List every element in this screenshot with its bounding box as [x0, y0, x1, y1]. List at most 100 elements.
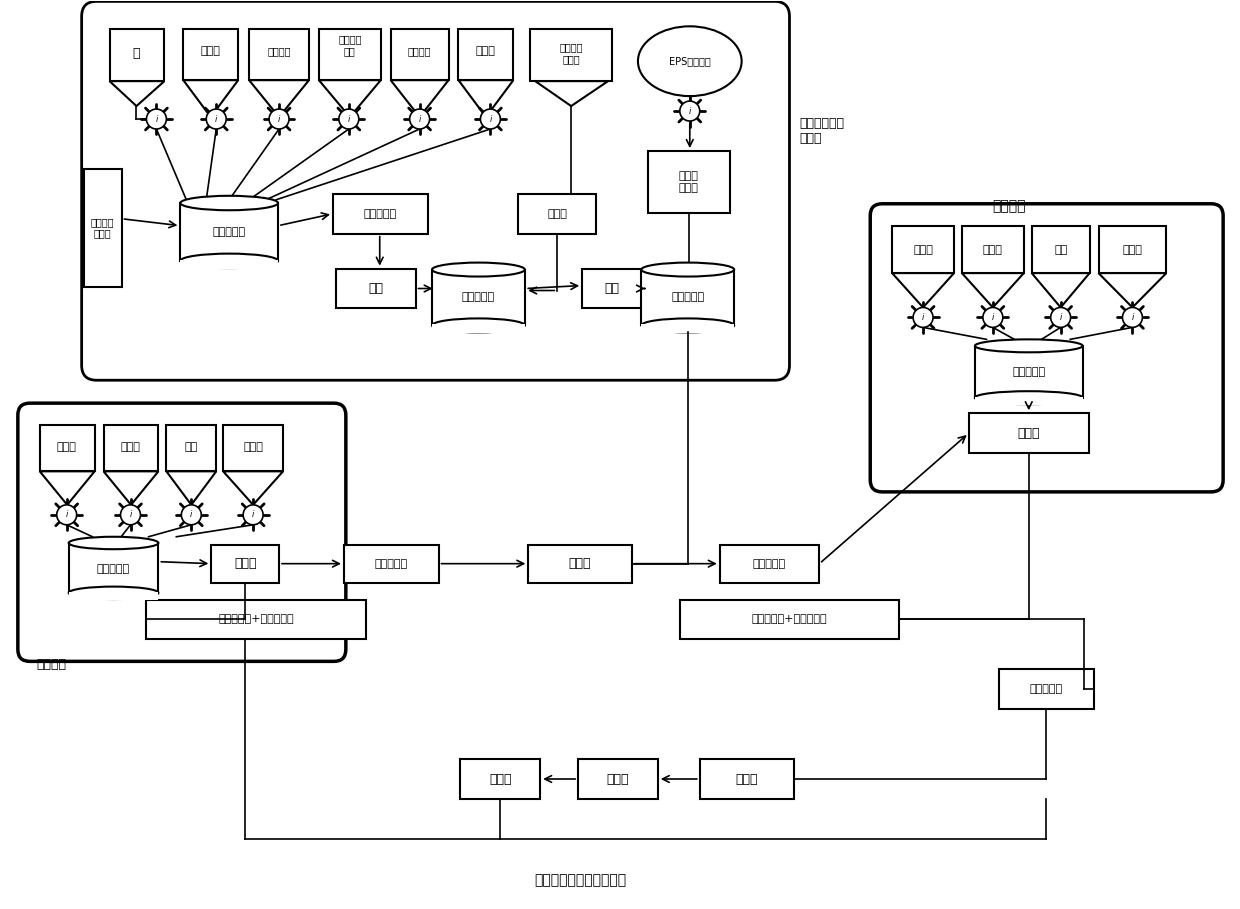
- Bar: [109, 29, 165, 81]
- Bar: [166, 425, 216, 472]
- Polygon shape: [223, 472, 283, 504]
- Text: i: i: [129, 510, 131, 519]
- Ellipse shape: [641, 263, 734, 276]
- Bar: [582, 268, 642, 308]
- Text: 颗粒风
送系统: 颗粒风 送系统: [678, 171, 698, 193]
- Text: 网格布料机+网格布支架: 网格布料机+网格布支架: [218, 614, 294, 624]
- Bar: [343, 544, 439, 583]
- Text: 自动刮平机: 自动刮平机: [1029, 684, 1063, 694]
- Bar: [578, 759, 658, 799]
- Polygon shape: [184, 80, 238, 117]
- Text: 接板机: 接板机: [735, 773, 758, 785]
- Text: 面板系统: 面板系统: [992, 199, 1025, 213]
- Bar: [319, 29, 381, 80]
- Circle shape: [206, 109, 226, 129]
- Text: 料斗提升器: 料斗提升器: [363, 209, 397, 219]
- Bar: [68, 592, 159, 600]
- Bar: [968, 413, 1089, 453]
- Text: 钢渣掺仓: 钢渣掺仓: [268, 46, 291, 56]
- Text: 布料斗: 布料斗: [234, 557, 257, 570]
- Text: 水仓: 水仓: [1054, 245, 1068, 255]
- Bar: [104, 425, 159, 472]
- Text: i: i: [215, 115, 217, 124]
- Text: i: i: [688, 106, 691, 115]
- FancyBboxPatch shape: [17, 404, 346, 662]
- Bar: [962, 225, 1024, 273]
- Bar: [432, 325, 525, 334]
- Text: 料斗: 料斗: [368, 282, 383, 295]
- Bar: [40, 425, 94, 472]
- Bar: [680, 600, 899, 639]
- Polygon shape: [319, 80, 381, 117]
- Text: 矿粉仓: 矿粉仓: [57, 442, 77, 452]
- Ellipse shape: [641, 318, 734, 333]
- Bar: [332, 194, 428, 234]
- Circle shape: [913, 307, 932, 327]
- Bar: [1032, 225, 1090, 273]
- Text: 水泥仓: 水泥仓: [983, 245, 1003, 255]
- Bar: [975, 396, 1083, 405]
- Text: 硅粉仓: 硅粉仓: [475, 46, 495, 56]
- Ellipse shape: [432, 263, 525, 276]
- Polygon shape: [249, 80, 309, 117]
- Bar: [146, 600, 366, 639]
- Bar: [184, 29, 238, 80]
- Text: 砂子仓: 砂子仓: [243, 442, 263, 452]
- Bar: [432, 270, 525, 325]
- Text: 脱硫石膏
料仓: 脱硫石膏 料仓: [339, 35, 362, 56]
- Polygon shape: [459, 80, 513, 117]
- Text: 砂子仓: 砂子仓: [1122, 245, 1142, 255]
- Text: i: i: [992, 313, 994, 322]
- Bar: [892, 225, 954, 273]
- Text: 自动搅拌机: 自动搅拌机: [212, 226, 246, 236]
- Polygon shape: [962, 273, 1024, 307]
- Text: 面板系统: 面板系统: [37, 658, 67, 671]
- Bar: [518, 194, 596, 234]
- Polygon shape: [40, 472, 94, 504]
- Circle shape: [120, 504, 140, 524]
- Polygon shape: [1099, 273, 1167, 307]
- Text: i: i: [347, 115, 350, 124]
- Text: i: i: [1059, 313, 1061, 322]
- Circle shape: [181, 504, 201, 524]
- Text: 发泡机: 发泡机: [547, 209, 567, 219]
- Ellipse shape: [68, 586, 159, 599]
- Text: i: i: [418, 115, 420, 124]
- Polygon shape: [391, 80, 449, 117]
- Polygon shape: [109, 81, 165, 106]
- FancyBboxPatch shape: [82, 2, 790, 380]
- Ellipse shape: [180, 195, 278, 210]
- Bar: [649, 151, 729, 213]
- Text: 自动搅拌机: 自动搅拌机: [97, 564, 130, 574]
- Text: 自动搅拌机: 自动搅拌机: [671, 293, 704, 303]
- Text: i: i: [252, 510, 254, 519]
- Text: 自动刮平机: 自动刮平机: [374, 559, 407, 569]
- Bar: [1099, 225, 1167, 273]
- Polygon shape: [166, 472, 216, 504]
- Text: i: i: [921, 313, 924, 322]
- Circle shape: [269, 109, 289, 129]
- Circle shape: [983, 307, 1003, 327]
- Circle shape: [409, 109, 429, 129]
- Text: i: i: [278, 115, 280, 124]
- Polygon shape: [536, 81, 608, 106]
- Bar: [459, 29, 513, 80]
- Text: i: i: [490, 115, 491, 124]
- Circle shape: [1050, 307, 1070, 327]
- Text: 保温板芯材生
产系统: 保温板芯材生 产系统: [800, 117, 844, 145]
- Text: 自动送板机（含输送带）: 自动送板机（含输送带）: [534, 874, 626, 888]
- Text: 矿粉仓: 矿粉仓: [913, 245, 932, 255]
- Text: i: i: [190, 510, 192, 519]
- Bar: [460, 759, 541, 799]
- Circle shape: [339, 109, 358, 129]
- Circle shape: [680, 101, 699, 121]
- Text: 摆渡车: 摆渡车: [606, 773, 629, 785]
- Bar: [83, 169, 122, 286]
- Circle shape: [1122, 307, 1142, 327]
- Text: EPS颗粒料仓: EPS颗粒料仓: [668, 56, 711, 66]
- Ellipse shape: [637, 26, 742, 96]
- Text: 自动搅拌机: 自动搅拌机: [1012, 367, 1045, 377]
- Ellipse shape: [975, 339, 1083, 353]
- Text: 发泡溶液
储存器: 发泡溶液 储存器: [559, 43, 583, 64]
- Text: i: i: [155, 115, 157, 124]
